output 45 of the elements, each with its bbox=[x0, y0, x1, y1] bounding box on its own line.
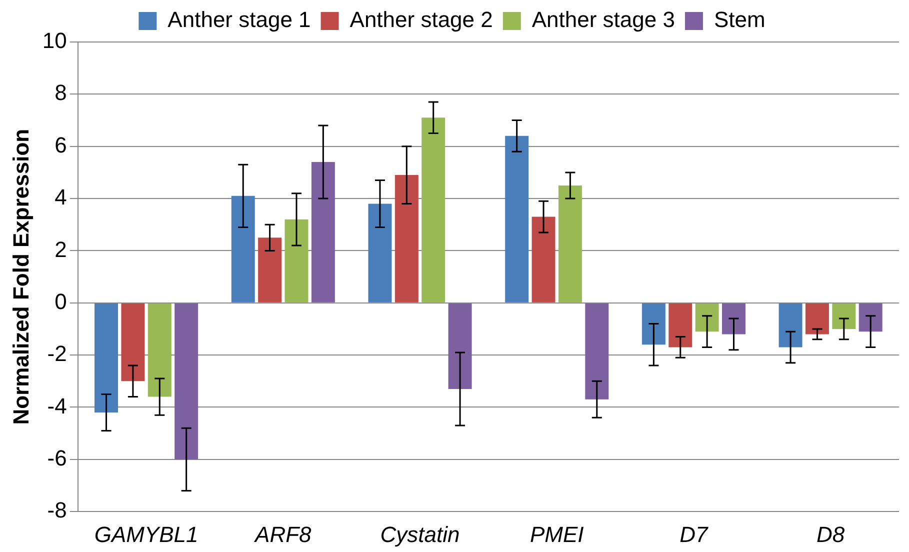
y-tick-label: -8 bbox=[47, 498, 67, 523]
x-tick-label: D8 bbox=[816, 522, 846, 547]
y-tick-label: 2 bbox=[54, 236, 67, 262]
bar bbox=[858, 303, 882, 332]
x-tick-label: Cystatin bbox=[380, 522, 460, 547]
bar bbox=[722, 303, 746, 334]
bar bbox=[532, 216, 556, 302]
x-tick-label: D7 bbox=[680, 522, 709, 547]
y-tick-label: -2 bbox=[47, 341, 67, 366]
bar bbox=[174, 303, 198, 460]
bar bbox=[558, 185, 582, 302]
bar bbox=[284, 219, 308, 302]
bar bbox=[642, 303, 666, 345]
legend-label: Anther stage 1 bbox=[168, 7, 311, 32]
legend-label: Stem bbox=[714, 7, 766, 32]
bar bbox=[422, 118, 446, 302]
bar bbox=[585, 303, 609, 400]
bar bbox=[778, 303, 802, 348]
bar bbox=[668, 303, 692, 348]
y-axis-title: Normalized Fold Expression bbox=[8, 128, 34, 425]
y-tick-label: 8 bbox=[54, 80, 67, 106]
bar bbox=[311, 162, 335, 302]
bar bbox=[805, 303, 829, 334]
bar bbox=[94, 303, 118, 412]
bar bbox=[695, 303, 719, 332]
legend-label: Anther stage 2 bbox=[350, 7, 493, 32]
bar bbox=[121, 303, 145, 382]
y-tick-label: 6 bbox=[54, 132, 67, 158]
y-tick-label: -4 bbox=[47, 393, 67, 418]
x-tick-label: GAMYBL1 bbox=[94, 522, 198, 547]
bar bbox=[448, 303, 472, 389]
bar bbox=[394, 175, 418, 302]
y-tick-label: -6 bbox=[47, 445, 67, 470]
bar bbox=[258, 238, 282, 302]
y-tick-label: 10 bbox=[42, 28, 67, 54]
y-tick-label: 0 bbox=[54, 288, 67, 314]
x-tick-label: PMEI bbox=[530, 522, 584, 547]
bar bbox=[231, 196, 255, 302]
bar bbox=[832, 303, 856, 329]
y-tick-label: 4 bbox=[54, 184, 67, 210]
bar bbox=[505, 136, 529, 302]
legend-label: Anther stage 3 bbox=[532, 7, 675, 32]
x-tick-label: ARF8 bbox=[253, 522, 312, 547]
bar bbox=[148, 303, 172, 397]
bar bbox=[368, 204, 392, 302]
